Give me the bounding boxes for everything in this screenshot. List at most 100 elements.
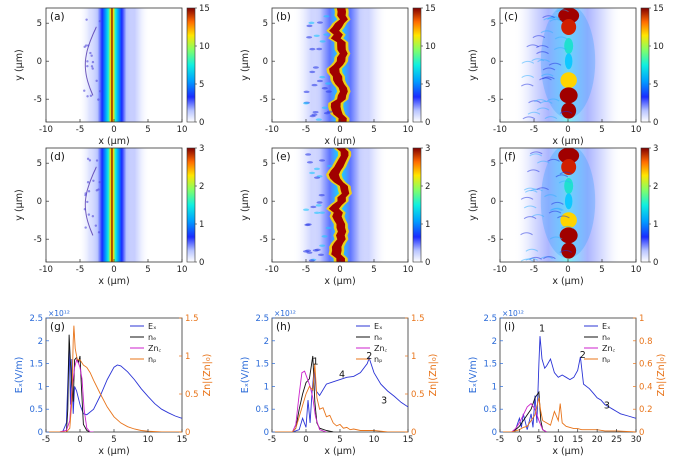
field-ripple — [308, 21, 315, 25]
x-tick-label: 0 — [111, 125, 116, 135]
y-right-tick-label: 0 — [185, 428, 190, 438]
y-tick-label: 0 — [491, 197, 496, 207]
colorbar — [412, 147, 422, 263]
field-clump — [560, 72, 577, 89]
y-left-tick-label: 2.5 — [483, 314, 497, 324]
field-ripple — [308, 259, 315, 262]
field-ripple — [305, 223, 312, 226]
heatmap-panel-a: (a) -10 -5 0 5 10 x (μm) -5 0 5 y (μm) 0 5 10 15 — [14, 4, 210, 147]
field-ripple — [540, 30, 554, 34]
colorbar-tick-label: 0 — [653, 118, 658, 128]
field-ripple — [523, 216, 537, 220]
x-tick-label: 10 — [369, 435, 380, 445]
series-line-2 — [500, 402, 547, 432]
field-ripple — [521, 83, 534, 87]
colorbar-tick-label: 10 — [199, 42, 210, 52]
y-tick-label: -5 — [488, 235, 496, 245]
field-ripple — [544, 116, 558, 120]
legend-entry: Zn꜀ — [374, 344, 388, 353]
field-speckle — [97, 231, 101, 234]
field-ripple — [542, 15, 555, 19]
field-ripple — [531, 214, 545, 218]
field-ripple — [318, 211, 325, 214]
heatmap-field — [500, 8, 636, 122]
x-tick-label: -10 — [265, 125, 279, 135]
colorbar — [186, 147, 196, 263]
x-tick-label: 10 — [403, 265, 414, 275]
field-speckle — [86, 200, 89, 204]
y-tick-label: 5 — [263, 159, 268, 169]
field-ripple — [305, 153, 312, 156]
x-tick-label: -10 — [265, 265, 279, 275]
field-ripple — [549, 18, 563, 22]
field-ripple — [325, 226, 332, 230]
field-ripple — [521, 60, 535, 64]
legend-entry: nₑ — [374, 333, 382, 342]
y-right-tick-label: 1 — [185, 352, 190, 362]
y-tick-label: 0 — [37, 197, 42, 207]
x-tick-label: 10 — [143, 435, 154, 445]
y-left-tick-label: 2 — [38, 337, 43, 347]
field-ripple — [311, 113, 318, 116]
field-ripple — [548, 210, 562, 214]
x-tick-label: 5 — [599, 265, 604, 275]
x-tick-label: 0 — [337, 125, 342, 135]
x-tick-label: -10 — [39, 265, 53, 275]
y-axis-label: y (μm) — [240, 189, 251, 220]
field-ripple — [316, 47, 323, 51]
y-left-tick-label: 2.5 — [29, 314, 43, 324]
y-axis-label: y (μm) — [240, 49, 251, 80]
x-axis-label: x (μm) — [98, 446, 129, 457]
field-ripple — [319, 40, 326, 43]
panel-label: (c) — [504, 11, 518, 23]
field-band — [89, 8, 135, 122]
y-right-tick-label: 0 — [639, 428, 644, 438]
series-line-3 — [46, 325, 182, 432]
field-ripple — [528, 100, 541, 104]
plot-area — [46, 325, 182, 432]
field-ripple — [525, 257, 538, 261]
x-tick-label: -5 — [268, 435, 276, 445]
field-ripple — [325, 90, 332, 93]
field-ripple — [546, 98, 560, 102]
x-tick-label: 5 — [371, 265, 376, 275]
field-ripple — [522, 116, 536, 120]
field-ripple — [323, 15, 330, 18]
x-tick-label: 10 — [553, 435, 564, 445]
x-tick-label: 15 — [177, 435, 188, 445]
field-ripple — [326, 164, 333, 168]
colorbar — [640, 147, 650, 263]
field-speckle — [94, 224, 98, 227]
field-ripple — [318, 193, 325, 197]
x-axis-label: x (μm) — [98, 276, 129, 287]
field-speckle — [95, 79, 98, 83]
field-ripple — [323, 112, 330, 115]
colorbar-tick-label: 1 — [425, 220, 430, 230]
y-tick-label: -5 — [488, 95, 496, 105]
colorbar-tick-label: 2 — [199, 182, 204, 192]
field-clump — [564, 178, 574, 194]
panel-label: (a) — [50, 11, 65, 23]
field-ripple — [536, 51, 549, 55]
x-tick-label: 0 — [337, 265, 342, 275]
colorbar-tick-label: 0 — [199, 118, 204, 128]
y-scale-multiplier: ×10¹² — [274, 309, 296, 318]
heatmap-panel-b: (b) -10 -5 0 5 10 x (μm) -5 0 5 y (μm) 0 5 10 15 — [240, 4, 436, 147]
peak-annotation: 2 — [366, 351, 372, 362]
peak-annotation: 1 — [539, 324, 545, 335]
x-tick-label: -10 — [493, 125, 507, 135]
field-ripple — [309, 171, 316, 175]
field-ripple — [306, 36, 313, 39]
y-tick-label: -5 — [260, 95, 268, 105]
y-axis-label: y (μm) — [14, 49, 25, 80]
x-tick-label: 25 — [611, 435, 622, 445]
field-speckle — [87, 190, 91, 193]
field-ripple — [303, 90, 310, 94]
field-ripple — [557, 215, 570, 219]
colorbar-tick-label: 2 — [425, 182, 430, 192]
legend-entry: nₚ — [374, 355, 383, 364]
plot-frame — [271, 317, 409, 433]
field-speckle — [95, 159, 99, 162]
colorbar-tick-label: 5 — [653, 80, 658, 90]
